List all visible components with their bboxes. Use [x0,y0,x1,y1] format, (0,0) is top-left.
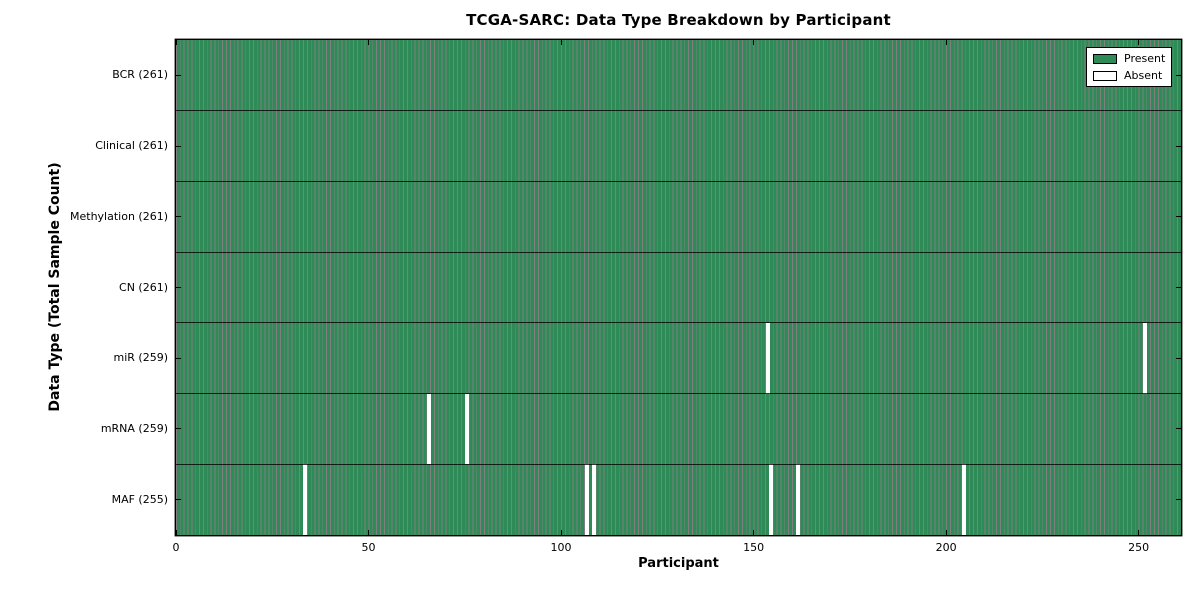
absent-stripe-MAF-106 [584,464,589,535]
data-row-mRNA [176,393,1181,465]
row-boundary [176,110,1181,112]
legend-label-present: Present [1124,52,1166,65]
present-swatch-icon [1093,53,1117,64]
x-tick-label: 0 [172,541,180,554]
row-boundary [176,251,1181,253]
y-tick-left [176,499,181,501]
absent-stripe-miR-251 [1142,322,1147,394]
x-axis-label: Participant [638,556,719,571]
legend: Present Absent [1086,47,1173,87]
y-tick-right [1176,216,1181,218]
x-tick-top [560,40,562,45]
y-tick-label: MAF (255) [111,492,168,506]
y-tick-right [1176,499,1181,501]
y-tick-right [1176,145,1181,147]
absent-stripe-MAF-108 [592,464,597,535]
y-tick-label: BCR (261) [112,68,168,82]
y-tick-label: mRNA (259) [100,421,168,435]
y-tick-left [176,74,181,76]
y-tick-right [1176,74,1181,76]
x-tick-top [368,40,370,45]
row-boundary [176,180,1181,182]
data-row-MAF [176,464,1181,535]
absent-stripe-miR-153 [765,322,770,394]
y-tick-label: Methylation (261) [70,209,168,223]
x-tick-label: 200 [935,541,957,554]
data-row-CN [176,252,1181,323]
x-tick-top [1138,40,1140,45]
data-row-miR [176,322,1181,394]
x-tick-top [175,40,177,45]
row-boundary [176,322,1181,324]
absent-stripe-MAF-154 [769,464,774,535]
y-tick-left [176,428,181,430]
absent-stripe-MAF-204 [961,464,966,535]
y-tick-left [176,287,181,288]
absent-stripe-MAF-161 [796,464,801,535]
y-tick-left [176,357,181,359]
data-row-Methylation [176,181,1181,253]
x-tick-label: 50 [361,541,376,554]
legend-label-absent: Absent [1124,69,1163,82]
absent-stripe-MAF-33 [303,464,308,535]
x-tick-top [945,40,947,45]
x-tick-label: 100 [550,541,572,554]
row-boundary [176,393,1181,395]
x-tick-bottom [1138,530,1140,535]
x-tick-bottom [560,530,562,535]
y-tick-label: miR (259) [113,351,169,365]
legend-entry-absent: Absent [1093,69,1165,82]
data-row-Clinical [176,110,1181,182]
absent-stripe-mRNA-65 [426,393,431,465]
x-tick-bottom [368,530,370,535]
legend-entry-present: Present [1093,52,1165,65]
x-tick-label: 250 [1128,541,1150,554]
row-boundary [176,463,1181,465]
data-row-BCR [176,40,1181,111]
plot-area [175,40,1181,535]
y-tick-right [1176,287,1181,288]
x-tick-top [753,40,755,45]
y-tick-label: Clinical (261) [95,139,168,153]
x-tick-bottom [945,530,947,535]
absent-stripe-mRNA-75 [465,393,470,465]
y-tick-label: CN (261) [119,280,168,294]
x-tick-label: 150 [743,541,765,554]
y-tick-left [176,145,181,147]
y-tick-right [1176,428,1181,430]
x-tick-bottom [753,530,755,535]
absent-swatch-icon [1093,70,1117,81]
y-tick-left [176,216,181,218]
x-tick-bottom [175,530,177,535]
y-tick-right [1176,357,1181,359]
chart-title: TCGA-SARC: Data Type Breakdown by Partic… [466,11,891,29]
